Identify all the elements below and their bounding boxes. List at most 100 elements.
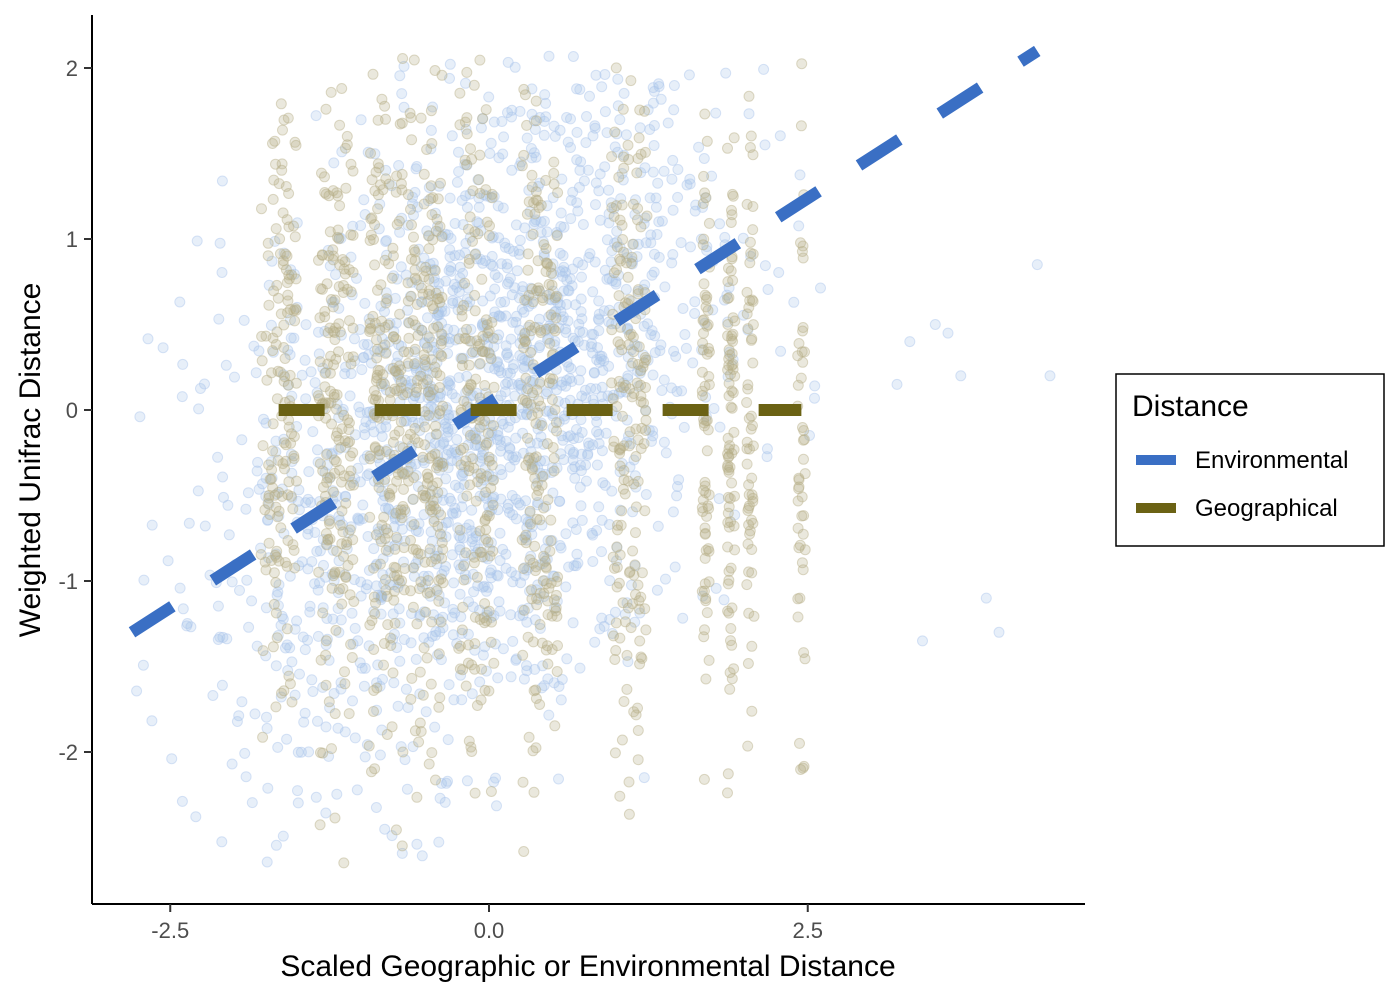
environmental-point [461,293,473,305]
geographical-point [517,776,529,788]
environmental-point [561,653,573,665]
environmental-point [656,385,668,396]
environmental-point [420,490,432,502]
geographical-point [723,292,735,304]
environmental-point [461,775,473,787]
environmental-point [437,230,449,242]
environmental-point [334,514,346,526]
geographical-point [485,636,497,648]
environmental-point [677,303,689,314]
environmental-point [443,264,455,276]
environmental-point [372,659,384,671]
environmental-point [252,456,264,468]
geographical-point [321,476,333,488]
environmental-point [474,676,486,688]
environmental-point [540,97,552,109]
geographical-point [727,275,739,286]
environmental-point [278,528,290,539]
environmental-point [433,278,445,289]
environmental-point [340,361,352,373]
geographical-point [488,657,500,669]
environmental-point [432,649,444,661]
geographical-point [792,379,804,391]
geographical-point [527,296,539,308]
environmental-point [562,284,574,296]
environmental-point [471,547,482,558]
environmental-point [567,617,579,629]
environmental-point [199,520,211,532]
environmental-point [444,251,456,263]
scatter-points [131,50,1056,869]
environmental-point [622,656,634,668]
environmental-point [589,120,601,132]
geographical-point [283,670,295,682]
environmental-point [157,342,169,354]
environmental-point [358,453,370,465]
geographical-point [796,58,808,70]
environmental-point [359,662,371,674]
environmental-point [418,606,430,618]
environmental-point [539,455,551,467]
environmental-point [392,370,404,382]
environmental-point [492,570,504,582]
geographical-point [281,560,293,572]
environmental-point [323,654,335,666]
environmental-point [510,219,522,231]
environmental-point [389,513,401,525]
geographical-point [793,542,805,554]
environmental-point [411,161,423,172]
environmental-point [446,611,458,623]
geographical-point [402,189,414,201]
geographical-point [267,418,279,430]
environmental-point [398,60,410,72]
geographical-point [627,357,639,369]
geographical-point [330,624,342,636]
geographical-point [470,495,482,507]
environmental-point [352,512,364,524]
environmental-point [560,323,571,335]
environmental-point [416,324,428,336]
geographical-point [336,423,348,435]
environmental-point [593,185,605,197]
geographical-point [395,416,407,428]
environmental-point [516,353,528,364]
geographical-point [328,359,339,371]
geographical-point [521,208,533,220]
geographical-point [525,347,537,358]
geographical-point [347,322,359,334]
environmental-point [417,371,429,383]
environmental-point [433,506,445,518]
geographical-point [364,511,376,523]
geographical-point [426,747,438,759]
geographical-point [371,352,383,364]
environmental-point [477,445,489,457]
environmental-point [434,626,446,638]
environmental-point [516,408,528,420]
environmental-point [654,345,666,357]
environmental-point [578,175,590,187]
environmental-point [667,204,679,216]
environmental-point [629,616,641,628]
environmental-point [587,394,599,406]
environmental-point [399,389,411,401]
environmental-point [475,441,486,453]
geographical-point [366,174,378,186]
geographical-point [270,339,282,350]
environmental-point [475,455,486,467]
environmental-point [392,350,404,362]
environmental-point [443,378,455,390]
environmental-point [575,306,587,318]
environmental-point [662,117,674,129]
geographical-point [540,243,552,255]
geographical-point [794,592,806,604]
environmental-point [631,251,643,263]
geographical-point [480,104,492,116]
environmental-point [587,130,599,142]
environmental-point [413,243,425,255]
environmental-point [321,633,333,645]
environmental-point [612,100,624,112]
environmental-point [436,301,448,313]
environmental-point [684,173,696,185]
environmental-point [553,495,565,507]
geographical-point [611,541,623,553]
